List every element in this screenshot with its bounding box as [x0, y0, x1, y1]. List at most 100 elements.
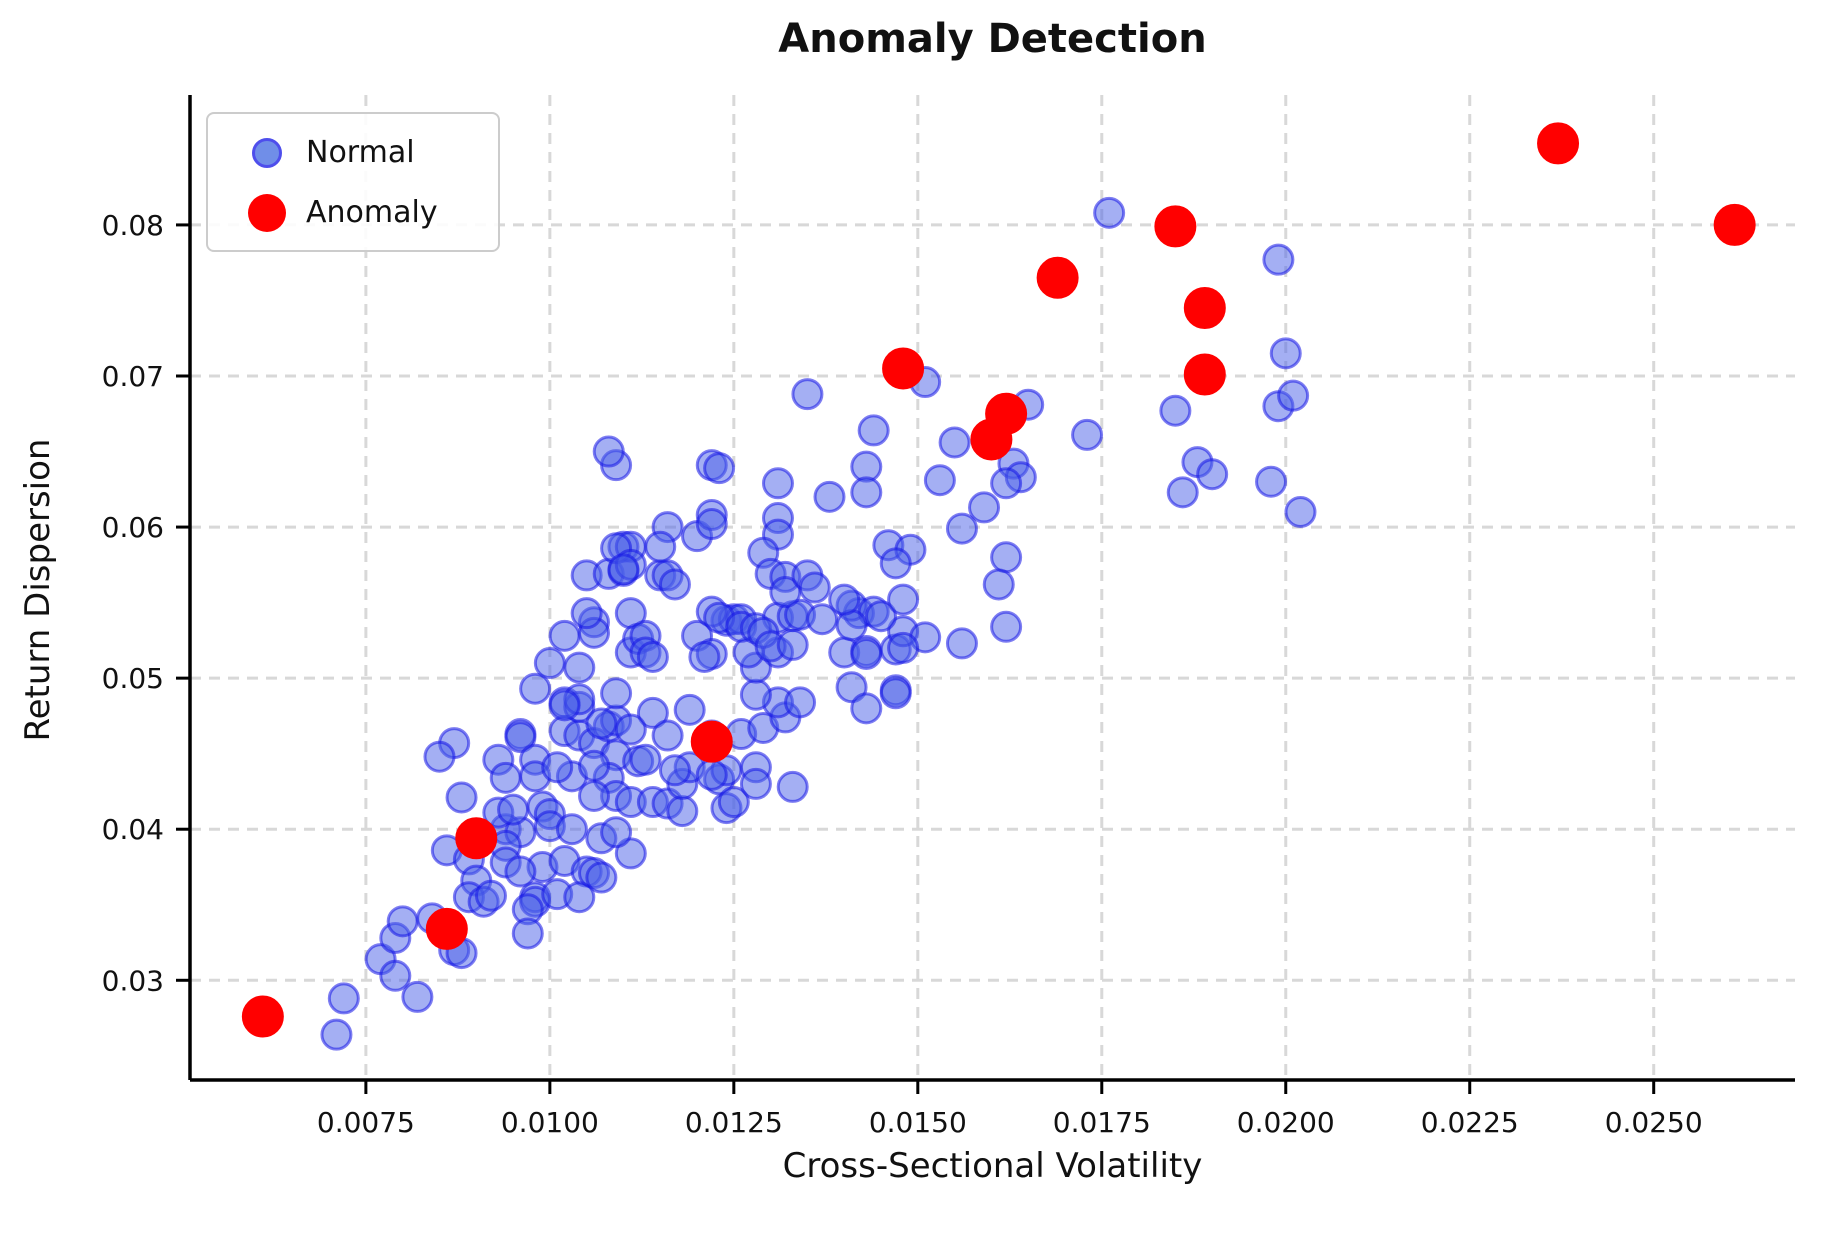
normal-point	[327, 982, 360, 1015]
normal-point	[600, 816, 633, 849]
normal-point	[717, 786, 750, 819]
legend-item-anomaly: Anomaly	[228, 188, 478, 238]
normal-point	[401, 980, 434, 1013]
normal-point	[865, 600, 898, 633]
anomaly-point	[455, 817, 498, 860]
normal-point	[813, 480, 846, 513]
normal-point	[1071, 418, 1104, 451]
normal-point	[776, 628, 809, 661]
normal-point	[379, 959, 412, 992]
y-tick-label: 0.08	[102, 209, 164, 242]
normal-point	[739, 767, 772, 800]
normal-point	[784, 686, 817, 719]
normal-point	[1159, 394, 1192, 427]
x-tick-label: 0.0250	[1605, 1106, 1703, 1139]
normal-point	[1255, 465, 1288, 498]
normal-point	[600, 677, 633, 710]
normal-point	[695, 508, 728, 541]
anomaly-point	[1713, 203, 1756, 246]
legend-marker-cell	[228, 138, 306, 168]
normal-point	[585, 861, 618, 894]
x-tick-label: 0.0075	[317, 1106, 415, 1139]
normal-point	[585, 707, 618, 740]
normal-point	[541, 751, 574, 784]
normal-point	[592, 435, 625, 468]
normal-point	[578, 779, 611, 812]
normal-point	[673, 693, 706, 726]
normal-point	[703, 452, 736, 485]
anomaly-marker-icon	[248, 194, 286, 232]
x-axis-label: Cross-Sectional Volatility	[782, 1146, 1203, 1186]
legend-item-normal: Normal	[228, 128, 478, 178]
normal-point	[761, 467, 794, 500]
normal-point	[489, 761, 522, 794]
normal-point	[1284, 495, 1317, 528]
normal-point	[1196, 458, 1229, 491]
x-tick-label: 0.0225	[1421, 1106, 1519, 1139]
anomaly-point	[882, 347, 925, 390]
x-tick-label: 0.0175	[1053, 1106, 1151, 1139]
normal-point	[887, 583, 920, 616]
normal-point	[1262, 243, 1295, 276]
normal-point	[945, 627, 978, 660]
y-tick-label: 0.05	[102, 662, 164, 695]
normal-point	[1269, 337, 1302, 370]
normal-point	[386, 905, 419, 938]
anomaly-point	[425, 907, 468, 950]
anomaly-point	[1183, 287, 1226, 330]
normal-point	[658, 568, 691, 601]
normal-point	[990, 541, 1023, 574]
normal-point	[504, 721, 537, 754]
normal-point	[879, 547, 912, 580]
normal-point	[474, 879, 507, 912]
anomaly-point	[985, 392, 1028, 435]
normal-point	[879, 677, 912, 710]
normal-point	[519, 672, 552, 705]
x-tick-label: 0.0100	[501, 1106, 599, 1139]
normal-point	[828, 583, 861, 616]
anomaly-point	[1154, 205, 1197, 248]
normal-point	[1093, 196, 1126, 229]
normal-point	[445, 781, 478, 814]
normal-point	[688, 640, 721, 673]
normal-point	[497, 793, 530, 826]
normal-point	[982, 568, 1015, 601]
normal-point	[857, 414, 890, 447]
y-axis-label: Return Dispersion	[18, 438, 58, 742]
normal-point	[850, 476, 883, 509]
normal-point	[570, 597, 603, 630]
normal-point	[850, 692, 883, 725]
normal-point	[806, 603, 839, 636]
normal-point	[798, 571, 831, 604]
normal-point	[791, 378, 824, 411]
normal-point	[968, 491, 1001, 524]
normal-point	[1166, 476, 1199, 509]
normal-point	[511, 917, 544, 950]
normal-point	[938, 426, 971, 459]
normal-point	[555, 813, 588, 846]
normal-point	[923, 464, 956, 497]
normal-point	[739, 678, 772, 711]
normal-point	[990, 467, 1023, 500]
normal-point	[636, 640, 669, 673]
normal-point	[695, 758, 728, 791]
normal-point	[629, 743, 662, 776]
chart-title: Anomaly Detection	[778, 16, 1207, 62]
y-tick-label: 0.06	[102, 511, 164, 544]
normal-point	[636, 696, 669, 729]
legend-label-normal: Normal	[306, 135, 415, 170]
normal-point	[651, 719, 684, 752]
x-tick-label: 0.0200	[1237, 1106, 1335, 1139]
normal-point	[887, 631, 920, 664]
normal-point	[578, 749, 611, 782]
normal-point	[548, 689, 581, 722]
anomaly-point	[241, 995, 284, 1038]
normal-point	[320, 1018, 353, 1051]
legend-label-anomaly: Anomaly	[306, 195, 438, 230]
x-tick-label: 0.0150	[869, 1106, 967, 1139]
normal-point	[423, 740, 456, 773]
normal-point	[614, 713, 647, 746]
y-tick-label: 0.04	[102, 813, 164, 846]
